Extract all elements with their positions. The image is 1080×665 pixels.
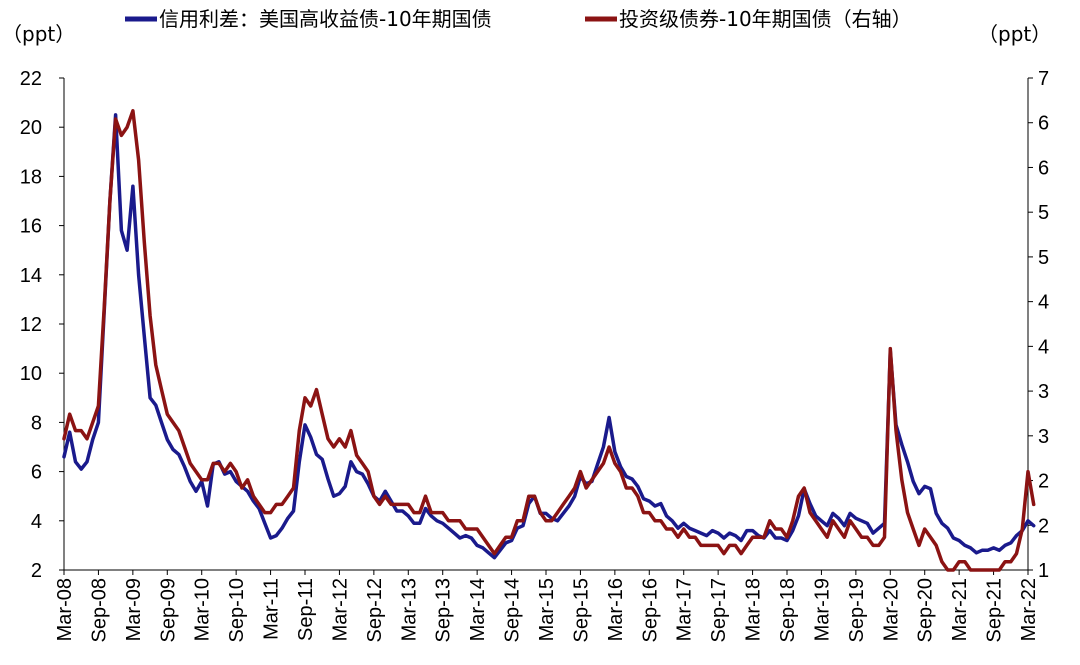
left-axis-unit: （ppt） — [2, 22, 75, 46]
x-tick-label: Mar-08 — [54, 578, 76, 641]
x-tick-label: Mar-11 — [261, 578, 283, 640]
left-tick-label: 12 — [20, 314, 42, 336]
x-tick-label: Sep-16 — [639, 578, 661, 643]
left-tick-label: 18 — [20, 166, 42, 188]
left-tick-label: 20 — [20, 117, 42, 139]
x-tick-label: Mar-14 — [467, 578, 489, 641]
legend-item-high-yield: 信用利差：美国高收益债-10年期国债 — [125, 7, 492, 31]
x-tick-label: Mar-17 — [674, 578, 696, 641]
x-tick-label: Mar-09 — [123, 578, 145, 641]
x-tick-label: Sep-19 — [846, 578, 868, 643]
left-tick-label: 14 — [20, 265, 42, 287]
x-tick-label: Mar-15 — [536, 578, 558, 641]
x-tick-label: Sep-11 — [295, 578, 317, 641]
x-tick-label: Sep-10 — [226, 578, 248, 643]
legend-label-investment-grade: 投资级债券-10年期国债（右轴） — [619, 7, 912, 31]
x-tick-label: Mar-20 — [880, 578, 902, 641]
series-line-investment-grade — [62, 109, 1036, 572]
left-tick-label: 6 — [31, 462, 42, 484]
x-tick-label: Sep-15 — [570, 578, 592, 643]
x-tick-label: Sep-18 — [777, 578, 799, 643]
x-tick-label: Sep-17 — [708, 578, 730, 643]
left-tick-label: 10 — [20, 363, 42, 385]
series-line-high-yield — [62, 113, 1036, 560]
x-tick-label: Mar-19 — [811, 578, 833, 641]
right-tick-label: 4 — [1038, 336, 1049, 358]
x-tick-label: Sep-14 — [502, 578, 524, 643]
legend-label-high-yield: 信用利差：美国高收益债-10年期国债 — [159, 7, 492, 31]
x-tick-label: Sep-09 — [157, 578, 179, 643]
x-tick-label: Sep-08 — [88, 578, 110, 643]
x-tick-label: Mar-18 — [743, 578, 765, 641]
left-tick-label: 16 — [20, 216, 42, 238]
right-tick-label: 3 — [1038, 381, 1049, 403]
legend: 信用利差：美国高收益债-10年期国债 投资级债券-10年期国债（右轴） — [125, 7, 912, 31]
right-tick-label: 2 — [1038, 515, 1049, 537]
legend-item-investment-grade: 投资级债券-10年期国债（右轴） — [585, 7, 912, 31]
x-tick-label: Mar-22 — [1018, 578, 1040, 641]
left-tick-label: 2 — [31, 560, 42, 582]
x-tick-label: Sep-12 — [364, 578, 386, 643]
right-axis-unit: （ppt） — [978, 22, 1051, 46]
x-tick-label: Sep-20 — [915, 578, 937, 643]
right-tick-label: 6 — [1038, 157, 1049, 179]
right-tick-label: 6 — [1038, 113, 1049, 135]
right-tick-label: 3 — [1038, 426, 1049, 448]
series-layer — [62, 109, 1036, 572]
left-tick-label: 8 — [31, 412, 42, 434]
x-tick-label: Sep-21 — [984, 578, 1006, 643]
right-tick-label: 5 — [1038, 247, 1049, 269]
x-tick-label: Mar-21 — [949, 578, 971, 641]
x-tick-label: Mar-10 — [192, 578, 214, 641]
x-tick-label: Mar-16 — [605, 578, 627, 641]
left-tick-label: 4 — [31, 511, 42, 533]
left-tick-label: 22 — [20, 68, 42, 90]
x-tick-label: Mar-13 — [398, 578, 420, 641]
right-tick-label: 4 — [1038, 292, 1049, 314]
right-tick-label: 1 — [1038, 560, 1049, 582]
x-tick-label: Sep-13 — [433, 578, 455, 643]
x-tick-label: Mar-12 — [329, 578, 351, 641]
right-tick-label: 7 — [1038, 68, 1049, 90]
right-tick-label: 5 — [1038, 202, 1049, 224]
right-tick-label: 2 — [1038, 471, 1049, 493]
